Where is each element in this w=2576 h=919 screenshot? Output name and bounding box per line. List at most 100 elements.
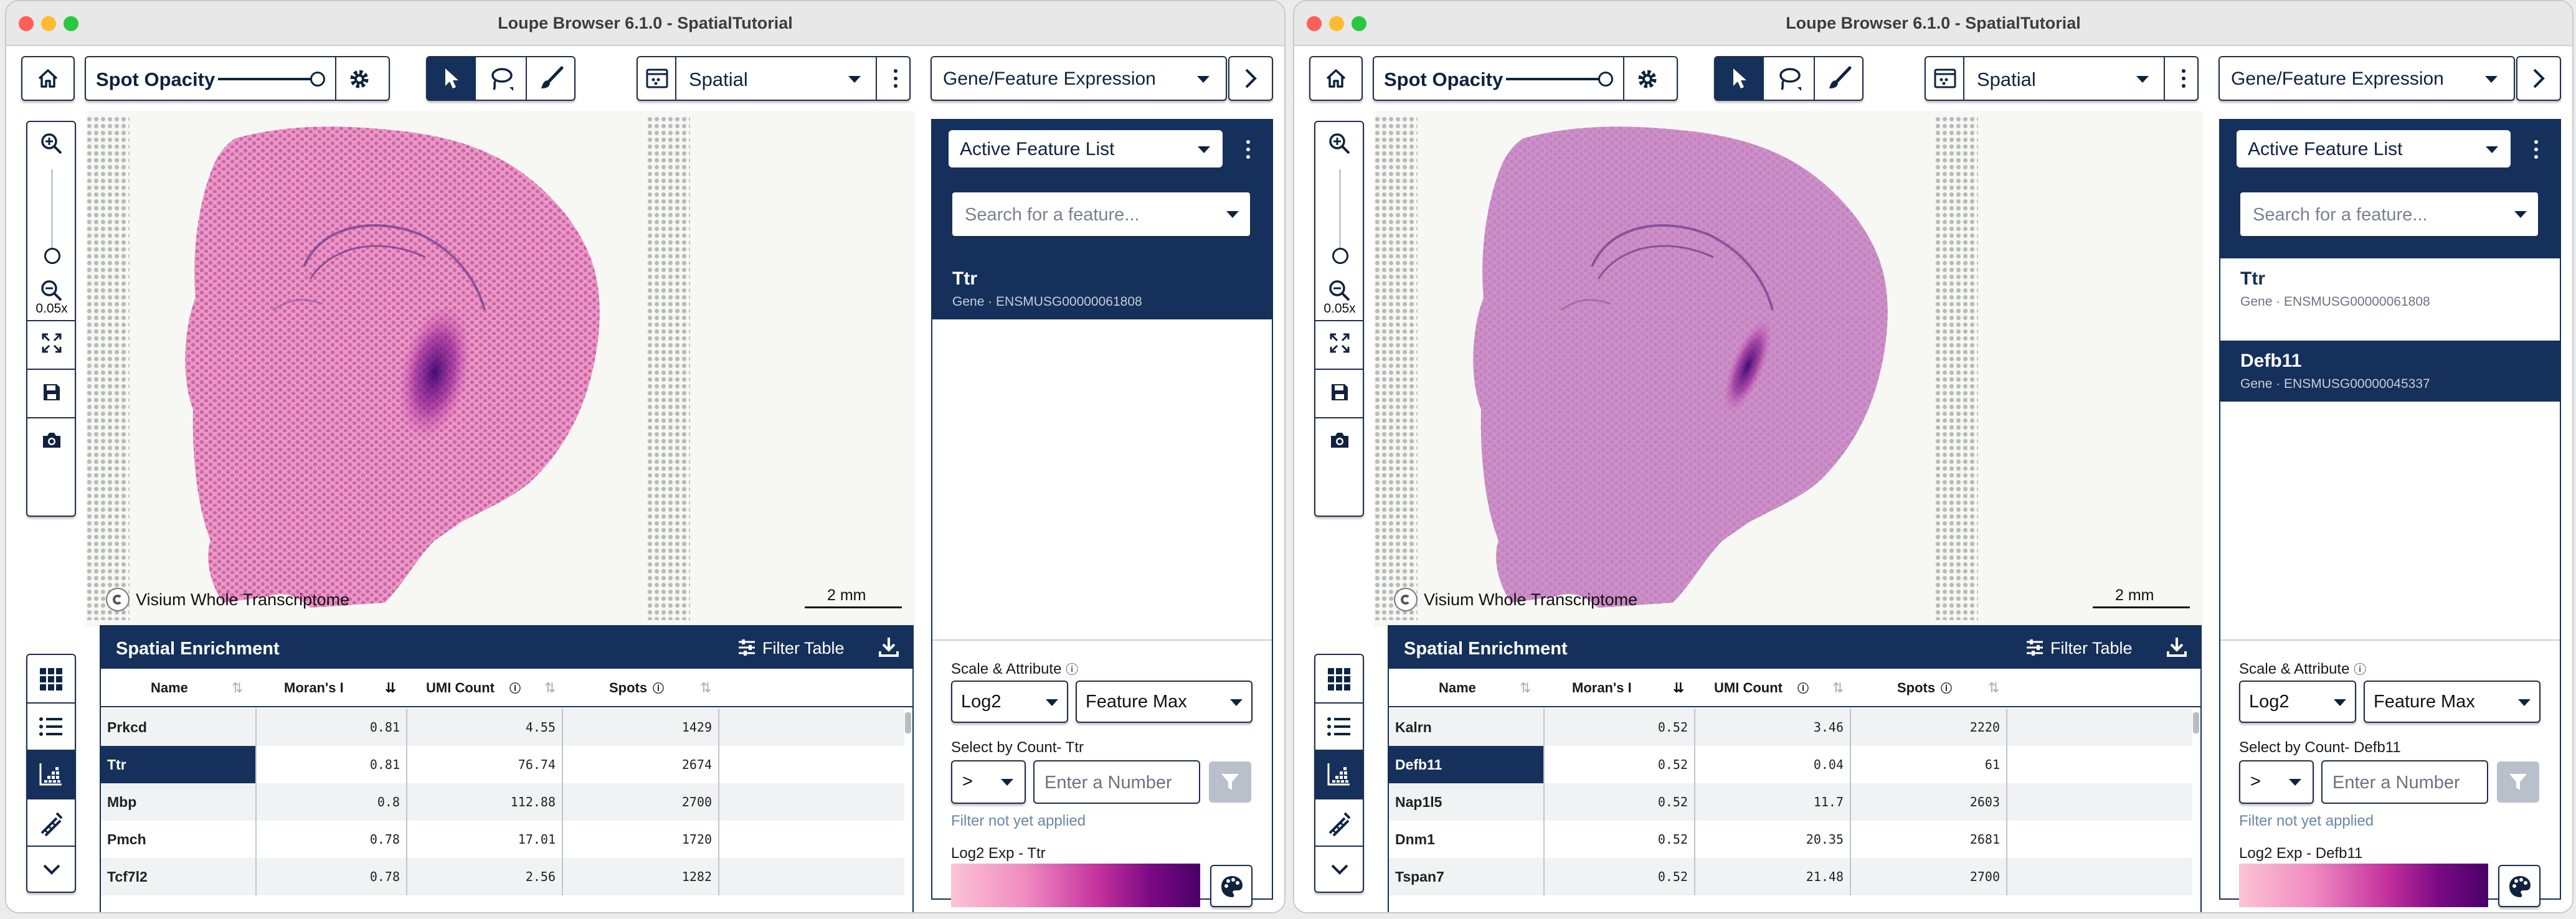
opacity-slider-handle[interactable] — [310, 72, 325, 87]
attribute-select[interactable]: Feature Max — [1076, 681, 1252, 723]
close-button[interactable] — [19, 16, 34, 31]
collapse-toolbar-button[interactable] — [1315, 846, 1363, 892]
count-operator-select[interactable]: > — [2239, 760, 2314, 804]
palette-button[interactable] — [2498, 865, 2540, 907]
download-button[interactable] — [2166, 636, 2187, 661]
enrichment-view-button[interactable] — [1315, 750, 1363, 798]
count-number-input[interactable]: Enter a Number — [2321, 760, 2488, 804]
gene-feature-select[interactable]: Gene/Feature Expression — [2218, 56, 2515, 101]
sort-icon[interactable]: ⇅ — [1832, 680, 1844, 695]
feature-search-input[interactable]: Search for a feature... — [2239, 191, 2539, 237]
column-spots[interactable]: Spots — [609, 680, 648, 695]
zoom-in-icon[interactable] — [40, 132, 64, 156]
info-icon[interactable]: ⓘ — [2354, 663, 2367, 677]
opacity-slider-track[interactable] — [1506, 78, 1606, 80]
zoom-slider-track[interactable] — [51, 169, 53, 257]
zoom-slider-handle[interactable] — [44, 248, 60, 264]
apply-filter-button[interactable] — [1209, 761, 1251, 803]
gear-icon[interactable] — [348, 67, 371, 94]
apply-filter-button[interactable] — [2497, 761, 2539, 803]
count-operator-select[interactable]: > — [951, 760, 1026, 804]
zoom-out-icon[interactable] — [1328, 279, 1352, 303]
count-number-input[interactable]: Enter a Number — [1033, 760, 1200, 804]
sort-icon[interactable]: ⇅ — [544, 680, 556, 695]
feature-search-input[interactable]: Search for a feature... — [951, 191, 1251, 237]
zoom-button[interactable] — [1352, 16, 1366, 31]
cursor-tool[interactable] — [1715, 57, 1764, 100]
info-icon[interactable]: ⓘ — [653, 682, 664, 695]
feature-tools-button[interactable] — [27, 798, 75, 846]
gear-icon[interactable] — [1636, 67, 1659, 94]
close-button[interactable] — [1307, 16, 1322, 31]
camera-icon[interactable] — [1329, 431, 1350, 450]
table-row[interactable]: Mbp 0.8 112.88 2700 — [101, 783, 904, 821]
brush-tool[interactable] — [1815, 57, 1863, 100]
table-scrollbar[interactable] — [905, 712, 911, 733]
kebab-icon[interactable] — [2182, 77, 2185, 80]
panel-forward-button[interactable] — [1228, 56, 1273, 101]
feature-list-item[interactable]: Defb11 Gene · ENSMUSG00000045337 — [2220, 341, 2560, 402]
collapse-toolbar-button[interactable] — [27, 846, 75, 892]
opacity-slider-handle[interactable] — [1598, 72, 1613, 87]
sort-desc-icon[interactable]: ⇊ — [1673, 680, 1685, 695]
save-icon[interactable] — [42, 382, 62, 402]
feature-list-item[interactable]: Ttr Gene · ENSMUSG00000061808 — [2220, 258, 2560, 319]
table-row[interactable]: Ttr 0.81 76.74 2674 — [101, 746, 904, 783]
column-umi[interactable]: UMI Count — [426, 680, 495, 695]
download-button[interactable] — [878, 636, 899, 661]
scale-select[interactable]: Log2 — [951, 681, 1068, 723]
panel-forward-button[interactable] — [2516, 56, 2561, 101]
table-row[interactable]: Tspan7 0.52 21.48 2700 — [1389, 858, 2192, 895]
fit-icon[interactable] — [1329, 332, 1350, 354]
sort-icon[interactable]: ⇅ — [1988, 680, 2000, 695]
view-select[interactable]: Spatial — [637, 56, 911, 101]
column-morans[interactable]: Moran's I — [284, 680, 344, 695]
table-row[interactable]: Prkcd 0.81 4.55 1429 — [101, 709, 904, 746]
feature-list-select[interactable]: Active Feature List — [949, 130, 1223, 167]
grid-view-button[interactable] — [1315, 655, 1363, 702]
column-umi[interactable]: UMI Count — [1714, 680, 1783, 695]
gene-feature-select[interactable]: Gene/Feature Expression — [930, 56, 1227, 101]
home-button[interactable] — [1309, 56, 1363, 101]
kebab-icon[interactable] — [1246, 148, 1250, 151]
grid-view-button[interactable] — [27, 655, 75, 702]
zoom-slider-handle[interactable] — [1332, 248, 1348, 264]
attribute-select[interactable]: Feature Max — [2364, 681, 2540, 723]
lasso-tool[interactable] — [1765, 57, 1814, 100]
kebab-icon[interactable] — [2534, 148, 2538, 151]
column-name[interactable]: Name — [151, 680, 188, 695]
camera-icon[interactable] — [41, 431, 62, 450]
scale-select[interactable]: Log2 — [2239, 681, 2356, 723]
column-morans[interactable]: Moran's I — [1572, 680, 1632, 695]
list-view-button[interactable] — [27, 702, 75, 750]
spatial-canvas[interactable]: 2 mm Visium Whole Transcriptome — [1374, 111, 2204, 626]
palette-button[interactable] — [1210, 865, 1252, 907]
sort-desc-icon[interactable]: ⇊ — [385, 680, 397, 695]
fit-icon[interactable] — [41, 332, 62, 354]
minimize-button[interactable] — [41, 16, 56, 31]
feature-list-item[interactable]: Ttr Gene · ENSMUSG00000061808 — [932, 258, 1272, 319]
save-icon[interactable] — [1330, 382, 1350, 402]
info-icon[interactable]: ⓘ — [509, 682, 521, 695]
enrichment-view-button[interactable] — [27, 750, 75, 798]
cursor-tool[interactable] — [427, 57, 476, 100]
view-select[interactable]: Spatial — [1925, 56, 2199, 101]
lasso-tool[interactable] — [477, 57, 526, 100]
table-row[interactable]: Tcf7l2 0.78 2.56 1282 — [101, 858, 904, 895]
zoom-slider-track[interactable] — [1339, 169, 1341, 257]
opacity-slider-track[interactable] — [218, 78, 318, 80]
zoom-out-icon[interactable] — [40, 279, 64, 303]
info-icon[interactable]: ⓘ — [1941, 682, 1952, 695]
list-view-button[interactable] — [1315, 702, 1363, 750]
zoom-in-icon[interactable] — [1328, 132, 1352, 156]
minimize-button[interactable] — [1329, 16, 1344, 31]
table-row[interactable]: Pmch 0.78 17.01 1720 — [101, 821, 904, 858]
feature-tools-button[interactable] — [1315, 798, 1363, 846]
table-scrollbar[interactable] — [2193, 712, 2199, 733]
table-row[interactable]: Nap1l5 0.52 11.7 2603 — [1389, 783, 2192, 821]
column-spots[interactable]: Spots — [1897, 680, 1936, 695]
brush-tool[interactable] — [527, 57, 575, 100]
kebab-icon[interactable] — [894, 77, 897, 80]
info-icon[interactable]: ⓘ — [1797, 682, 1809, 695]
home-button[interactable] — [21, 56, 75, 101]
